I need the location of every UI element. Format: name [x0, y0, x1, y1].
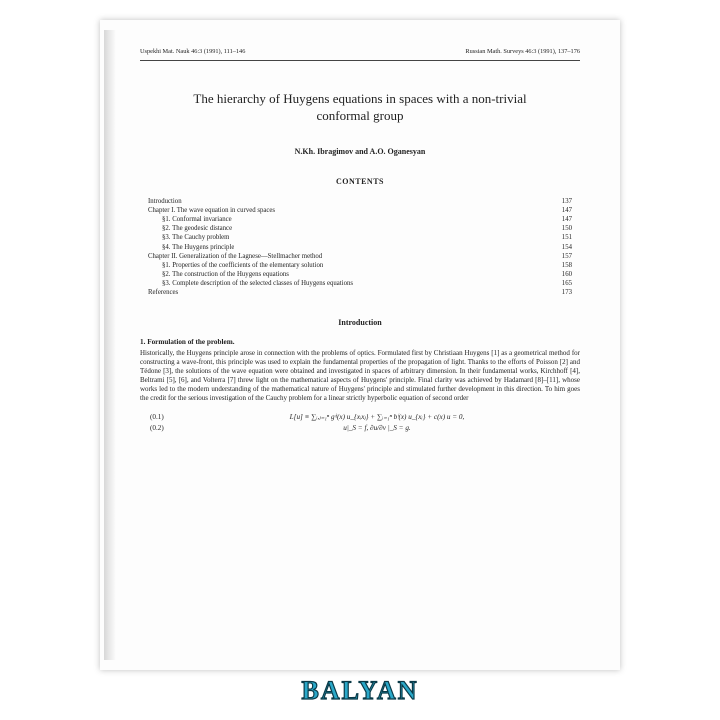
toc-row: §2. The construction of the Huygens equa… — [148, 270, 572, 279]
equation: (0.1) L[u] ≡ ∑ᵢ,ⱼ₌₁ⁿ gⁱʲ(x) u_{xᵢxⱼ} + ∑… — [140, 413, 580, 422]
toc-page: 137 — [552, 197, 572, 206]
toc-page: 160 — [552, 270, 572, 279]
document-page: Uspekhi Mat. Nauk 46:3 (1991), 111–146 R… — [100, 20, 620, 670]
equation-math: L[u] ≡ ∑ᵢ,ⱼ₌₁ⁿ gⁱʲ(x) u_{xᵢxⱼ} + ∑ᵢ₌₁ⁿ b… — [174, 413, 580, 422]
toc-label: §3. Complete description of the selected… — [148, 279, 353, 288]
toc-page: 151 — [552, 233, 572, 242]
equation-math: u|_S = f, ∂u/∂ν |_S = g. — [174, 424, 580, 433]
toc-row: §3. The Cauchy problem 151 — [148, 233, 572, 242]
paper-authors: N.Kh. Ibragimov and A.O. Oganesyan — [140, 147, 580, 157]
toc-page: 165 — [552, 279, 572, 288]
equation-number: (0.1) — [140, 413, 174, 422]
toc-row: §2. The geodesic distance 150 — [148, 224, 572, 233]
toc-label: §1. Conformal invariance — [148, 215, 232, 224]
running-head-left: Uspekhi Mat. Nauk 46:3 (1991), 111–146 — [140, 48, 245, 56]
toc-page: 157 — [552, 252, 572, 261]
toc-row: §1. Properties of the coefficients of th… — [148, 261, 572, 270]
toc-label: Chapter II. Generalization of the Lagnes… — [148, 252, 322, 261]
toc-row: §4. The Huygens principle 154 — [148, 243, 572, 252]
toc-label: Introduction — [148, 197, 182, 206]
toc-label: §2. The geodesic distance — [148, 224, 232, 233]
toc-label: §4. The Huygens principle — [148, 243, 234, 252]
table-of-contents: Introduction 137 Chapter I. The wave equa… — [148, 197, 572, 298]
toc-row: Chapter II. Generalization of the Lagnes… — [148, 252, 572, 261]
paper-title: The hierarchy of Huygens equations in sp… — [180, 91, 540, 125]
toc-row: Chapter I. The wave equation in curved s… — [148, 206, 572, 215]
toc-label: §2. The construction of the Huygens equa… — [148, 270, 289, 279]
contents-heading: CONTENTS — [140, 177, 580, 187]
introduction-heading: Introduction — [140, 318, 580, 328]
watermark-logo: BALYAN — [301, 676, 418, 706]
toc-label: Chapter I. The wave equation in curved s… — [148, 206, 275, 215]
running-head-right: Russian Math. Surveys 46:3 (1991), 137–1… — [465, 48, 580, 56]
toc-row: References 173 — [148, 288, 572, 297]
toc-row: Introduction 137 — [148, 197, 572, 206]
toc-row: §1. Conformal invariance 147 — [148, 215, 572, 224]
equation-block: (0.1) L[u] ≡ ∑ᵢ,ⱼ₌₁ⁿ gⁱʲ(x) u_{xᵢxⱼ} + ∑… — [140, 413, 580, 433]
toc-page: 147 — [552, 215, 572, 224]
toc-page: 158 — [552, 261, 572, 270]
toc-page: 147 — [552, 206, 572, 215]
toc-row: §3. Complete description of the selected… — [148, 279, 572, 288]
equation-number: (0.2) — [140, 424, 174, 433]
toc-label: §3. The Cauchy problem — [148, 233, 229, 242]
body-paragraph: Historically, the Huygens principle aros… — [140, 349, 580, 404]
toc-page: 173 — [552, 288, 572, 297]
sub-heading: 1. Formulation of the problem. — [140, 338, 580, 347]
running-heads: Uspekhi Mat. Nauk 46:3 (1991), 111–146 R… — [140, 48, 580, 56]
equation: (0.2) u|_S = f, ∂u/∂ν |_S = g. — [140, 424, 580, 433]
toc-page: 150 — [552, 224, 572, 233]
toc-label: References — [148, 288, 178, 297]
toc-page: 154 — [552, 243, 572, 252]
toc-label: §1. Properties of the coefficients of th… — [148, 261, 323, 270]
header-rule — [140, 60, 580, 61]
